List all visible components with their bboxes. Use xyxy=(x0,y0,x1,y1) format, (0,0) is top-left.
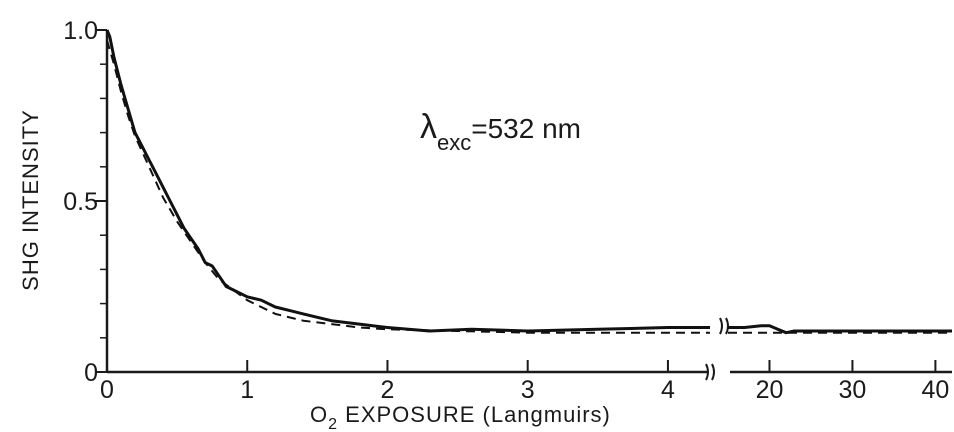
series-layer xyxy=(107,30,952,333)
x-tick-label: 2 xyxy=(381,376,395,404)
x-axis-break-mark xyxy=(706,364,714,380)
lambda-value: =532 nm xyxy=(471,113,581,144)
curve-break-mark xyxy=(720,318,728,334)
y-ticks: 0 0.5 1.0 xyxy=(63,17,107,387)
x-axis-title-subscript: 2 xyxy=(328,416,338,432)
x-axis-title-o: O xyxy=(310,402,328,427)
x-tick-label: 0 xyxy=(100,376,114,404)
x-tick-label: 1 xyxy=(240,376,254,404)
x-tick-label: 20 xyxy=(756,376,784,404)
solid-series-segment2 xyxy=(728,326,952,333)
y-tick-label: 1.0 xyxy=(63,17,98,45)
y-axis-title: SHG INTENSITY xyxy=(18,109,43,291)
lambda-symbol: λ xyxy=(420,108,437,146)
solid-series-segment1 xyxy=(107,30,710,331)
lambda-subscript: exc xyxy=(437,130,471,155)
x-axis-title-rest: EXPOSURE (Langmuirs) xyxy=(338,402,611,427)
wavelength-annotation: λexc=532 nm xyxy=(420,108,581,155)
x-tick-label: 30 xyxy=(839,376,867,404)
x-ticks: 0 1 2 3 4 20 30 40 xyxy=(100,360,949,404)
y-tick-label: 0.5 xyxy=(63,188,98,216)
x-axis-title: O2 EXPOSURE (Langmuirs) xyxy=(310,402,611,432)
x-tick-label: 4 xyxy=(661,376,675,404)
x-tick-label: 3 xyxy=(521,376,535,404)
x-tick-label: 40 xyxy=(922,376,950,404)
dashed-series-segment1 xyxy=(107,40,710,332)
y-tick-label: 0 xyxy=(84,359,98,387)
